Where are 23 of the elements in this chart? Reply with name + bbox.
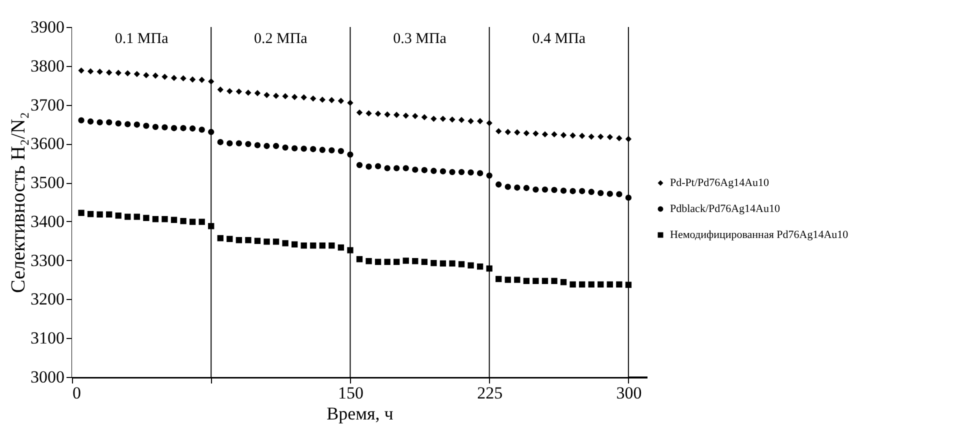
y-tick-label: 3300 [30,250,64,270]
x-tick-label: 300 [616,384,642,402]
y-tick-label: 3200 [30,290,64,309]
x-tick-label: 0 [72,384,81,402]
y-tick-label: 3900 [30,18,64,36]
band-label: 0.3 МПа [393,31,447,47]
legend-label: Pd-Pt/Pd76Ag14Au10 [670,177,770,189]
x-tick-label: 150 [338,384,364,402]
y-tick-label: 3600 [30,134,64,154]
x-tick-label: 225 [477,384,503,402]
y-tick-label: 3100 [30,328,64,348]
band-label: 0.2 МПа [254,31,308,47]
y-tick-label: 3500 [30,173,64,192]
y-tick-label: 3400 [30,212,64,231]
y-tick-label: 3700 [30,95,64,114]
x-axis-title: Время, ч [326,404,394,424]
y-tick-label: 3800 [30,56,64,76]
band-label: 0.4 МПа [532,31,586,47]
band-label: 0.1 МПа [114,31,169,47]
y-axis-title: Селективность H₂/N₂ [8,112,30,293]
legend-label: Pdblack/Pd76Ag14Au10 [670,203,780,215]
y-tick-label: 3000 [30,368,64,386]
legend-label: Немодифицированная Pd76Ag14Au10 [670,229,849,241]
